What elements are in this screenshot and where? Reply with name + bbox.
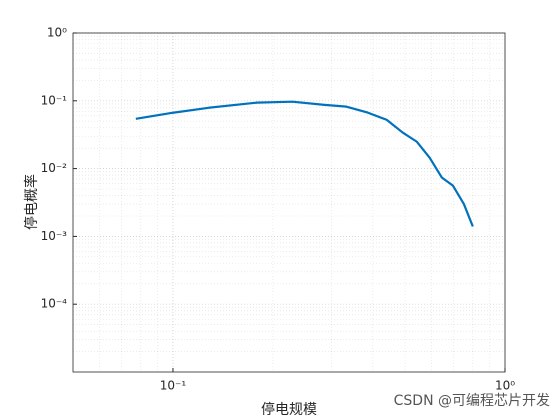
watermark: CSDN @可编程芯片开发 (394, 393, 550, 409)
x-tick-label: 10⁻¹ (160, 379, 187, 393)
axes-box (72, 32, 506, 373)
y-tick-label: 10⁻⁴ (41, 297, 68, 311)
y-tick-label: 10⁻³ (41, 229, 68, 243)
x-axis-label: 停电规模 (261, 401, 317, 418)
plot-area (73, 33, 505, 372)
x-tick-label: 10⁰ (495, 379, 515, 393)
y-tick-label: 10⁰ (47, 26, 67, 40)
y-tick-label: 10⁻² (41, 161, 68, 175)
data-line (135, 100, 474, 227)
y-axis-label: 停电概率 (23, 174, 40, 230)
y-tick-label: 10⁻¹ (41, 93, 68, 107)
